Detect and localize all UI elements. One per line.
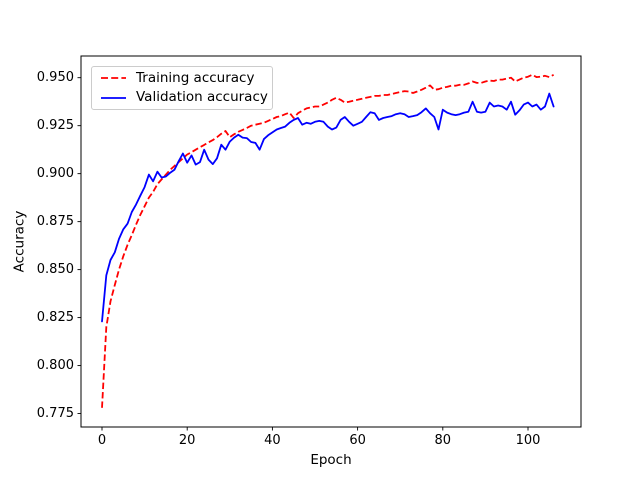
x-tick-label: 40 <box>264 433 281 448</box>
x-tick-label: 0 <box>97 433 107 448</box>
x-tick-label: 80 <box>434 433 452 448</box>
tick-marks <box>77 77 529 431</box>
y-tick-label: 0.850 <box>36 261 74 277</box>
validation-accuracy-line <box>101 92 555 323</box>
x-tick-label: 100 <box>515 433 541 448</box>
legend: Training accuracy Validation accuracy <box>91 66 273 110</box>
y-tick-label: 0.775 <box>36 405 74 421</box>
legend-item-validation: Validation accuracy <box>100 89 272 106</box>
x-tick-label: 60 <box>349 433 366 448</box>
axes-frame <box>80 55 582 428</box>
y-tick-label: 0.950 <box>36 69 74 85</box>
legend-label-validation: Validation accuracy <box>136 89 268 106</box>
x-tick-label: 20 <box>178 433 196 448</box>
y-tick-label: 0.925 <box>36 117 74 133</box>
legend-label-training: Training accuracy <box>136 69 255 86</box>
validation-solid-line-icon <box>101 96 126 99</box>
training-dashed-line-icon <box>101 77 126 80</box>
y-tick-label: 0.900 <box>36 165 74 181</box>
legend-item-training: Training accuracy <box>100 70 272 87</box>
y-tick-label: 0.825 <box>36 309 74 325</box>
y-tick-label: 0.800 <box>36 357 74 373</box>
y-tick-label: 0.875 <box>36 213 74 229</box>
training-accuracy-line <box>101 73 555 408</box>
x-axis-label: Epoch <box>310 452 352 468</box>
